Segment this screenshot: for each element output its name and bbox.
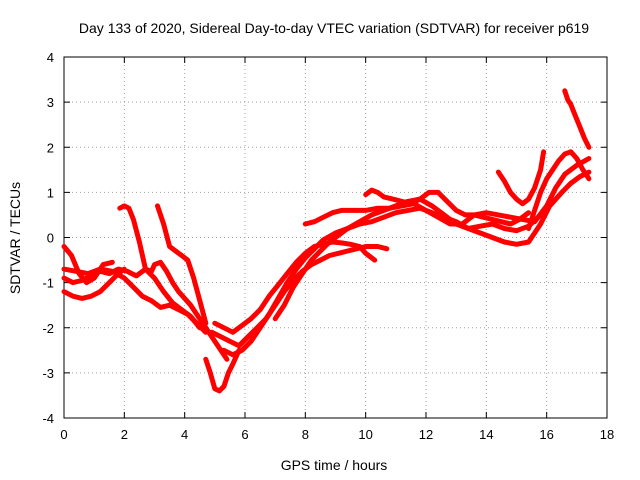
series-sat-j — [221, 169, 592, 358]
x-axis-label: GPS time / hours — [281, 457, 388, 473]
series-sat-p — [562, 88, 592, 150]
series-sat-f — [155, 203, 209, 326]
series-sat-e — [117, 203, 230, 362]
x-tick-label: 12 — [419, 427, 433, 442]
y-tick-label: -2 — [42, 321, 54, 336]
series-sat-c — [61, 244, 115, 286]
chart-title: Day 133 of 2020, Sidereal Day-to-day VTE… — [79, 20, 589, 36]
y-axis-label: SDTVAR / TECUs — [7, 182, 23, 294]
x-tick-label: 8 — [302, 427, 309, 442]
x-tick-label: 0 — [60, 427, 67, 442]
series-sat-l — [302, 156, 592, 227]
x-tick-label: 16 — [539, 427, 553, 442]
x-tick-label: 4 — [181, 427, 188, 442]
series-sat-i — [212, 239, 378, 335]
series-sat-g — [203, 347, 242, 394]
y-tick-label: -1 — [42, 276, 54, 291]
series-sat-o — [526, 149, 592, 231]
x-tick-label: 10 — [358, 427, 372, 442]
y-tick-label: 1 — [47, 185, 54, 200]
x-tick-label: 14 — [479, 427, 493, 442]
y-tick-label: -3 — [42, 366, 54, 381]
x-tick-label: 6 — [241, 427, 248, 442]
y-tick-label: 2 — [47, 140, 54, 155]
y-tick-label: -4 — [42, 411, 54, 426]
x-tick-label: 18 — [600, 427, 614, 442]
gridlines — [64, 57, 607, 418]
x-tick-label: 2 — [121, 427, 128, 442]
series-sat-m — [363, 187, 532, 227]
data-series — [61, 88, 592, 394]
y-tick-label: 3 — [47, 95, 54, 110]
series-sat-d — [61, 266, 209, 335]
series-sat-n — [495, 149, 547, 207]
y-tick-label: 0 — [47, 231, 54, 246]
y-tick-label: 4 — [47, 50, 54, 65]
